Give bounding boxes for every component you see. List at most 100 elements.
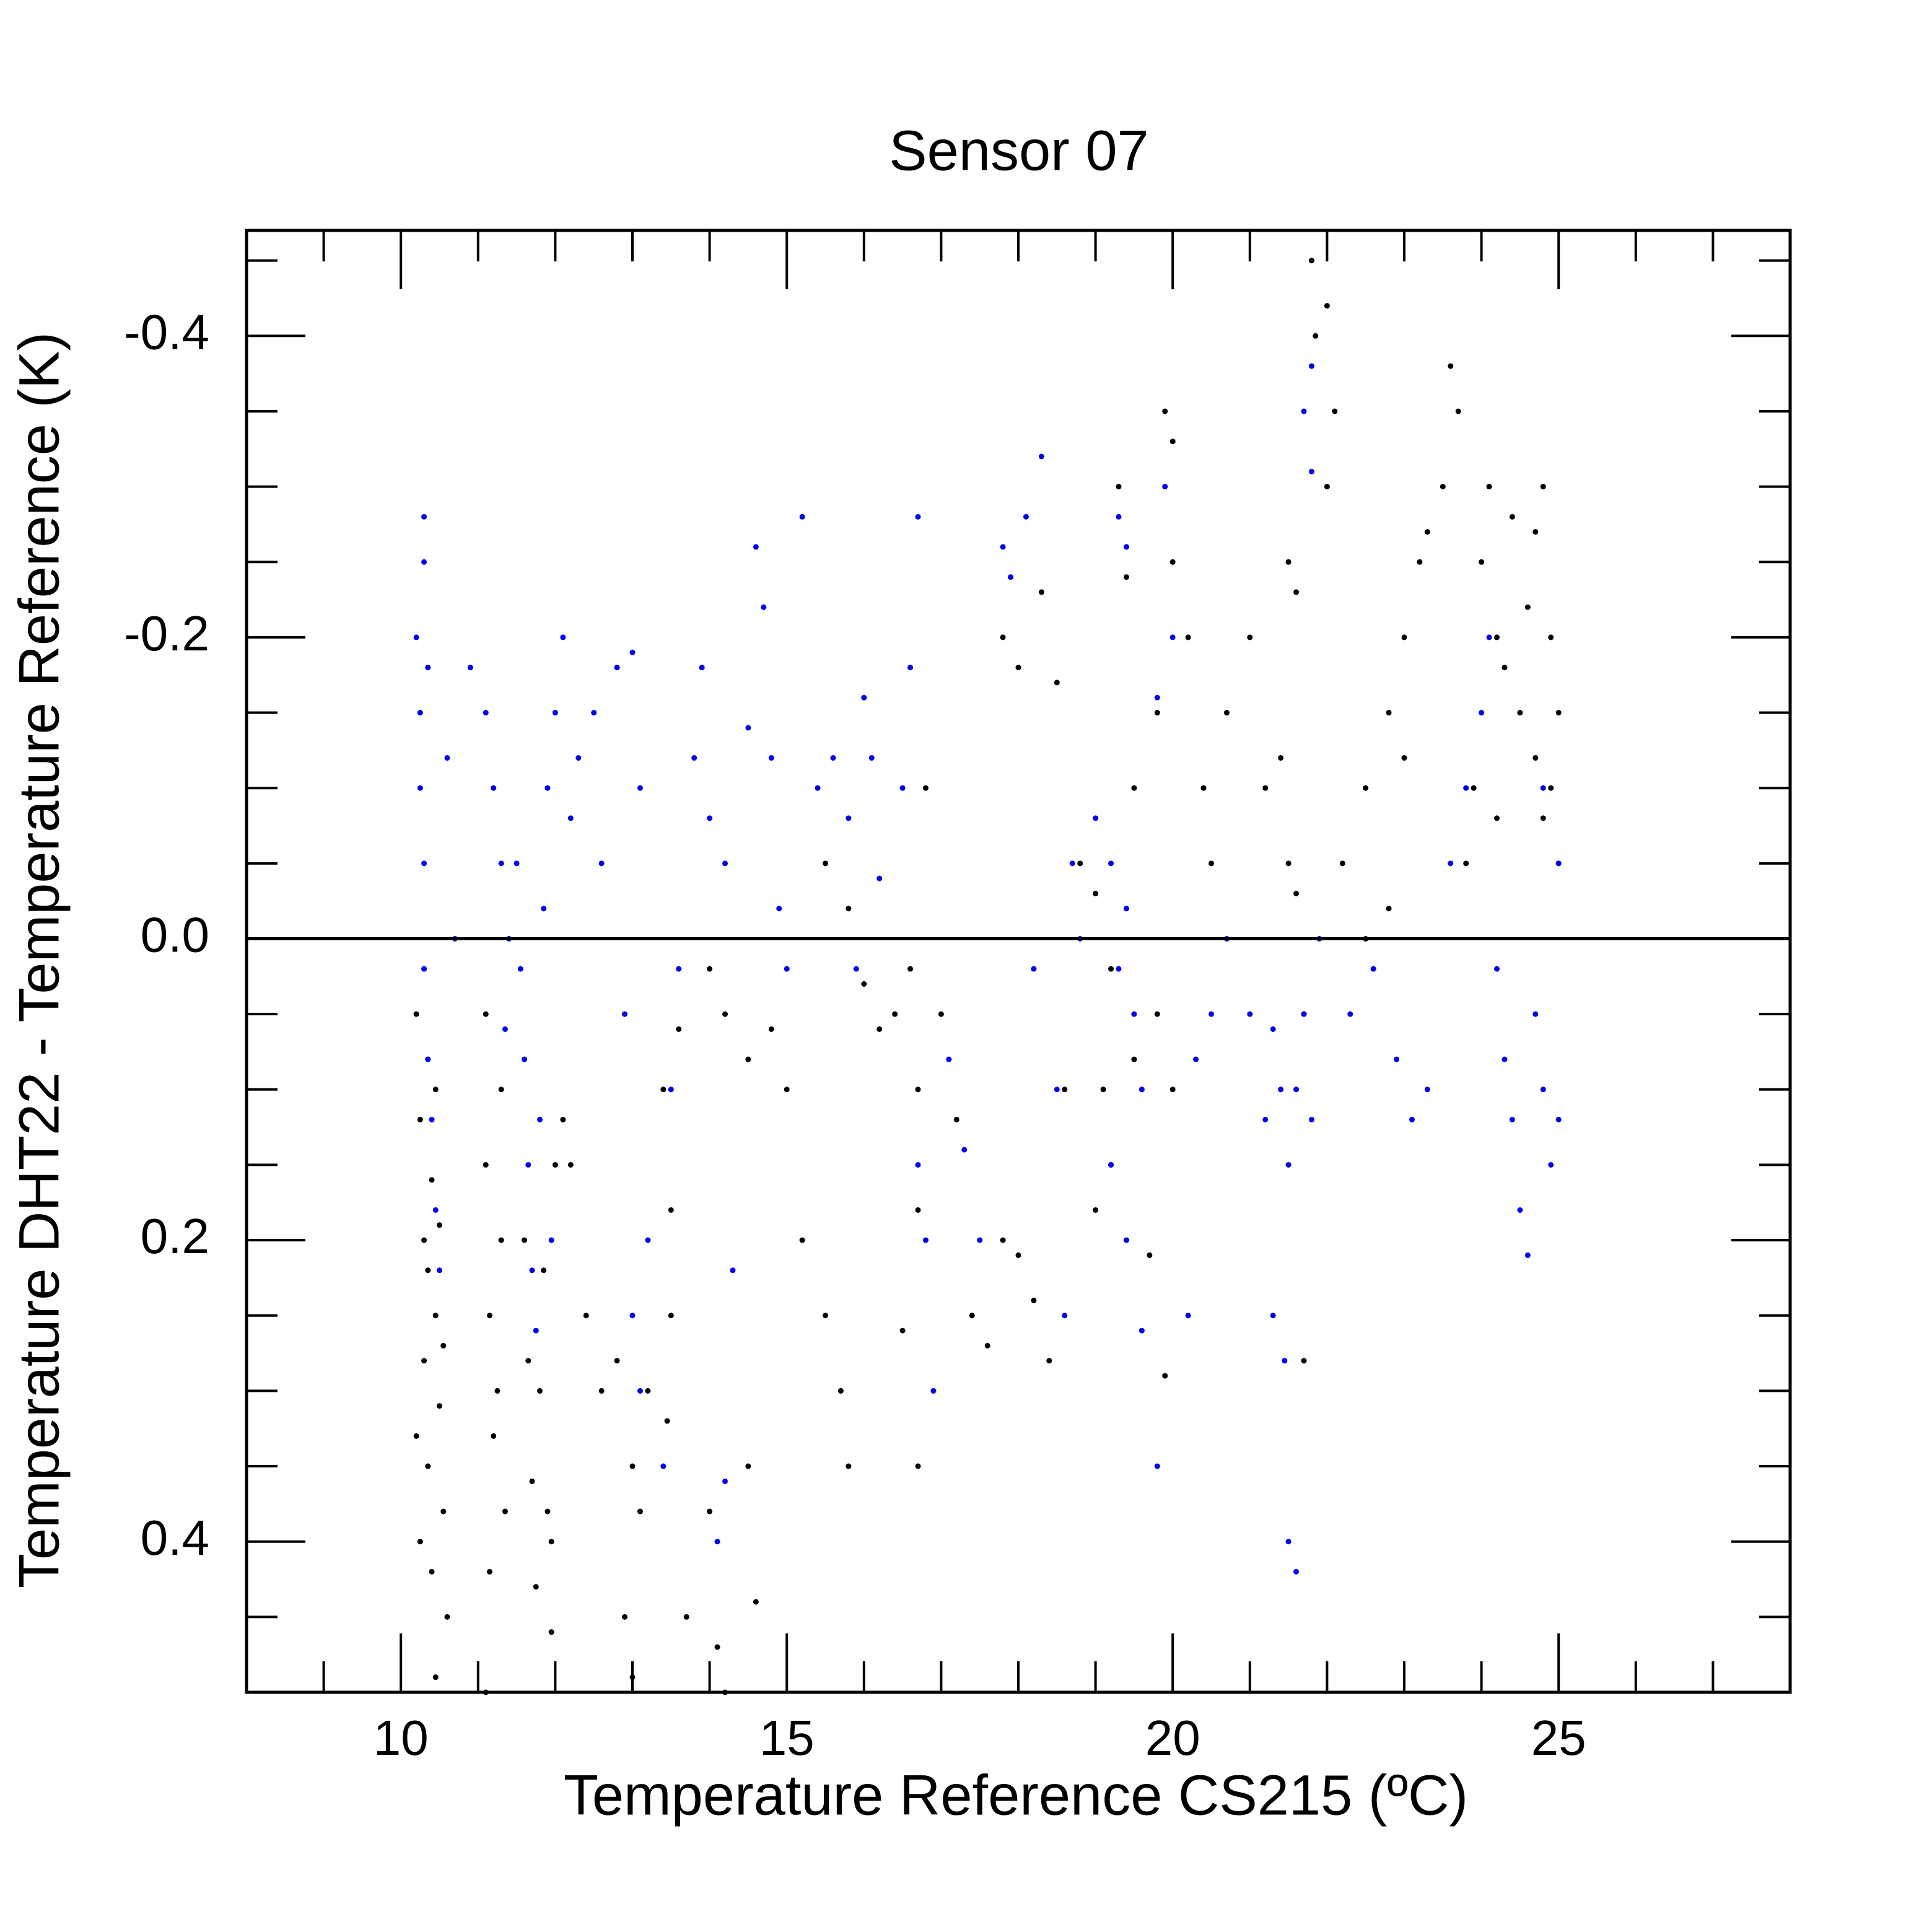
data-point-s0-18 — [413, 1433, 419, 1439]
tick-labels: 10 15 20 25 -0.4 -0.2 0.0 0.2 0.4 — [124, 304, 1586, 1765]
data-point-s0-131 — [1363, 785, 1369, 791]
data-point-s1-3 — [421, 514, 427, 520]
data-point-s0-146 — [1524, 604, 1531, 610]
data-point-s1-15 — [483, 710, 489, 716]
data-point-s1-58 — [784, 966, 790, 972]
data-point-s0-22 — [486, 1313, 492, 1319]
data-point-s0-39 — [548, 1539, 554, 1545]
data-point-s0-36 — [544, 1508, 551, 1515]
data-point-s0-17 — [440, 1342, 447, 1348]
data-point-s1-110 — [1301, 1011, 1307, 1017]
data-point-s1-36 — [614, 665, 620, 671]
data-point-s1-83 — [1069, 860, 1075, 867]
data-point-s1-139 — [1540, 785, 1546, 791]
data-point-s1-89 — [1131, 1011, 1137, 1017]
data-point-s1-52 — [730, 1267, 736, 1274]
data-point-s0-158 — [1471, 785, 1477, 791]
data-point-s1-56 — [768, 755, 774, 761]
x-axis-label: Temperature Reference CS215 (ºC) — [564, 1764, 1468, 1827]
data-point-s1-82 — [1062, 1313, 1068, 1319]
data-point-s0-65 — [799, 1237, 805, 1243]
data-point-s1-122 — [1394, 1056, 1400, 1062]
data-point-s1-10 — [432, 1207, 439, 1213]
data-point-s0-121 — [1169, 439, 1176, 445]
data-point-s1-137 — [1555, 1116, 1562, 1122]
data-point-s1-25 — [533, 1327, 539, 1334]
data-point-s1-23 — [525, 1161, 531, 1168]
data-point-s1-59 — [799, 514, 805, 520]
data-point-s0-52 — [668, 1313, 674, 1319]
data-points — [413, 258, 1562, 1695]
data-point-s1-6 — [421, 860, 427, 867]
data-point-s1-109 — [1293, 1086, 1300, 1093]
data-point-s0-134 — [1417, 559, 1423, 565]
data-point-s0-96 — [1108, 966, 1114, 972]
data-point-s1-38 — [637, 785, 643, 791]
data-point-s0-139 — [1401, 755, 1407, 761]
data-point-s0-27 — [498, 1237, 504, 1243]
data-point-s1-34 — [591, 710, 597, 716]
data-point-s0-55 — [683, 1614, 689, 1620]
data-point-s1-86 — [1108, 860, 1114, 867]
data-point-s1-8 — [425, 1056, 431, 1062]
data-point-s1-116 — [1293, 1568, 1300, 1575]
data-point-s0-87 — [1031, 1297, 1037, 1303]
data-point-s0-83 — [969, 1313, 975, 1319]
data-point-s0-82 — [953, 1116, 959, 1122]
data-point-s1-112 — [1301, 408, 1307, 414]
data-point-s0-148 — [1540, 484, 1546, 490]
data-point-s1-14 — [467, 665, 473, 671]
data-point-s1-30 — [552, 710, 558, 716]
data-point-s0-21 — [483, 1161, 489, 1168]
data-point-s0-97 — [1100, 1086, 1106, 1093]
data-point-s1-124 — [1424, 1086, 1430, 1093]
y-tick-label-1: -0.2 — [124, 606, 209, 661]
data-point-s1-125 — [1448, 860, 1454, 867]
data-point-s0-99 — [1123, 574, 1129, 580]
data-point-s1-19 — [502, 1026, 508, 1032]
data-point-s1-60 — [815, 785, 821, 791]
data-point-s1-72 — [930, 1388, 937, 1394]
data-point-s1-101 — [1193, 1056, 1199, 1062]
data-point-s0-156 — [1386, 906, 1392, 912]
data-point-s0-72 — [861, 981, 867, 987]
data-point-s0-61 — [722, 1011, 728, 1017]
data-point-s0-142 — [1494, 634, 1500, 640]
data-point-s0-77 — [915, 1207, 921, 1213]
data-point-s0-78 — [899, 1327, 906, 1334]
data-point-s0-143 — [1501, 665, 1508, 671]
data-point-s0-107 — [1131, 785, 1137, 791]
data-point-s0-116 — [1278, 755, 1284, 761]
data-point-s0-140 — [1479, 559, 1485, 565]
data-point-s0-150 — [1555, 710, 1562, 716]
data-point-s0-26 — [498, 1086, 504, 1093]
data-point-s1-74 — [961, 1147, 968, 1153]
data-point-s1-48 — [707, 815, 713, 821]
data-point-s1-2 — [421, 559, 427, 565]
data-point-s0-69 — [753, 1599, 759, 1605]
data-point-s0-54 — [664, 1418, 670, 1424]
data-point-s0-23 — [491, 1433, 497, 1439]
data-point-s1-33 — [575, 755, 582, 761]
x-tick-label-1: 15 — [759, 1710, 815, 1765]
data-point-s1-93 — [1123, 1237, 1129, 1243]
data-point-s0-3 — [421, 1358, 427, 1364]
data-point-s1-17 — [498, 860, 504, 867]
data-point-s1-136 — [1548, 1161, 1554, 1168]
data-point-s1-5 — [417, 785, 423, 791]
data-point-s0-75 — [907, 966, 914, 972]
data-point-s1-107 — [1278, 1086, 1284, 1093]
data-point-s1-4 — [425, 665, 431, 671]
data-point-s1-64 — [868, 755, 875, 761]
data-point-s0-12 — [444, 1614, 450, 1620]
data-point-s1-67 — [899, 785, 906, 791]
data-point-s1-73 — [946, 1056, 952, 1062]
data-point-s0-9 — [432, 1313, 439, 1319]
data-point-s1-24 — [529, 1267, 535, 1274]
data-point-s0-8 — [429, 1177, 435, 1183]
data-point-s1-55 — [761, 604, 767, 610]
data-point-s1-99 — [1162, 484, 1168, 490]
data-point-s0-98 — [1116, 484, 1122, 490]
data-point-s1-106 — [1270, 1026, 1276, 1032]
data-point-s1-11 — [437, 1267, 442, 1274]
